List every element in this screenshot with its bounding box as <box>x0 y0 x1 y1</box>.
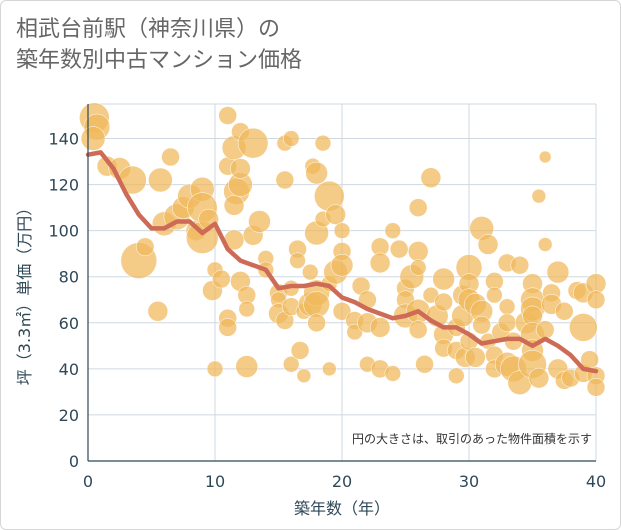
bubble <box>528 367 550 389</box>
y-tick-label: 140 <box>48 130 79 149</box>
y-tick-label: 80 <box>59 268 79 287</box>
bubble <box>472 315 491 335</box>
bubble <box>282 356 300 373</box>
bubble <box>434 292 453 312</box>
bubble <box>535 320 555 339</box>
bubble <box>314 134 332 152</box>
bubble <box>290 341 310 360</box>
axes <box>87 104 596 462</box>
bubble <box>538 150 552 164</box>
bubble <box>289 252 306 269</box>
bubble <box>330 253 354 277</box>
bubble <box>206 360 224 378</box>
y-tick-label: 20 <box>59 406 79 425</box>
bubble <box>282 130 300 147</box>
y-tick-label: 60 <box>59 314 79 333</box>
chart-title: 相武台前駅（神奈川県）の 築年数別中古マンション価格 <box>16 14 302 76</box>
x-tick-label: 40 <box>586 472 606 491</box>
bubble <box>303 291 330 318</box>
bubble <box>212 269 231 289</box>
bubble <box>369 252 391 274</box>
bubble <box>305 161 328 185</box>
bubble <box>569 313 598 342</box>
bubble <box>325 204 346 225</box>
y-tick-label: 40 <box>59 360 79 379</box>
bubble <box>555 302 574 321</box>
bubble <box>148 167 173 193</box>
bubble <box>307 313 326 333</box>
bubble <box>497 313 517 333</box>
x-tick-label: 20 <box>332 472 352 491</box>
bubble <box>235 355 258 378</box>
bubble <box>432 267 455 291</box>
bubble <box>415 355 434 374</box>
bubble <box>80 126 106 151</box>
bubble <box>302 263 319 281</box>
bubble <box>465 347 486 368</box>
bubble <box>369 317 391 338</box>
bubble <box>296 368 312 384</box>
y-axis-label: 坪（3.3㎡）単価（万円） <box>15 200 34 385</box>
trend-line <box>85 150 599 374</box>
title-line-1: 相武台前駅（神奈川県）の <box>16 17 281 42</box>
bubble <box>389 239 409 259</box>
bubble <box>409 259 427 276</box>
bubble <box>546 260 570 284</box>
trend-polyline <box>85 150 599 374</box>
bubble <box>218 318 237 337</box>
bubble <box>420 167 442 188</box>
x-tick-label: 10 <box>205 472 225 491</box>
bubble <box>510 255 530 275</box>
y-tick-label: 0 <box>69 452 79 471</box>
bubble <box>332 302 352 321</box>
bubble <box>477 234 499 255</box>
bubble <box>448 367 465 385</box>
bubble <box>384 222 402 239</box>
bubble <box>408 320 428 339</box>
tick-labels: 0 10 20 30 40 0 20 40 60 80 100 120 140 <box>48 130 606 491</box>
y-tick-label: 100 <box>48 222 79 241</box>
bubble <box>248 210 271 233</box>
bubble <box>218 106 237 125</box>
bubbles <box>79 102 607 397</box>
bubble <box>407 241 429 262</box>
bubble <box>161 147 180 167</box>
bubble <box>531 188 547 204</box>
x-tick-label: 0 <box>83 472 93 491</box>
bubble <box>408 198 428 217</box>
bubble <box>333 222 351 239</box>
size-note: 円の大きさは、取引のあった物件面積を示す <box>352 431 592 446</box>
bubble <box>230 158 251 179</box>
bubble <box>238 300 255 318</box>
bubble <box>147 301 169 322</box>
bubble <box>135 237 155 257</box>
title-line-2: 築年数別中古マンション価格 <box>16 48 303 73</box>
bubble <box>486 286 503 304</box>
bubble <box>237 127 269 159</box>
bubble <box>498 298 516 315</box>
bubble <box>322 361 337 377</box>
y-tick-label: 120 <box>48 176 79 195</box>
x-tick-label: 30 <box>459 472 479 491</box>
bubble <box>537 237 553 252</box>
bubble <box>223 195 245 216</box>
bubble <box>586 290 606 310</box>
bubble <box>384 365 402 382</box>
x-axis-label: 築年数（年） <box>294 499 390 518</box>
bubble <box>586 378 606 397</box>
bubble <box>275 170 295 190</box>
